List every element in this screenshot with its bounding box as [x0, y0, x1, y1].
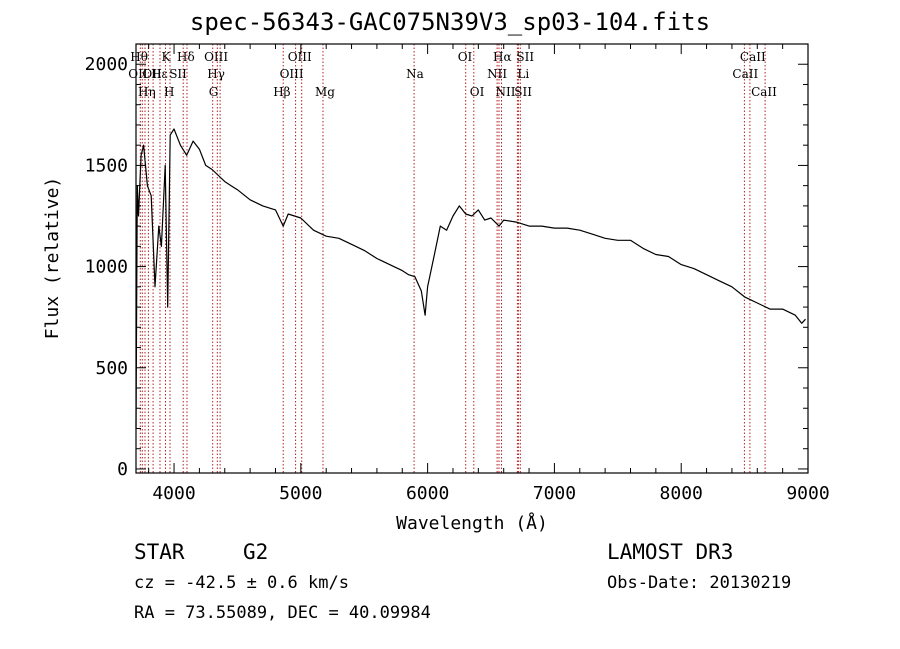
spectrum-series — [135, 128, 806, 429]
line-label-10: G — [209, 85, 219, 99]
line-label-21: Hα — [493, 50, 512, 64]
y-axis-label: Flux (relative) — [42, 177, 63, 340]
line-label-6: K — [162, 50, 172, 64]
line-label-19: OI — [470, 85, 485, 99]
y-tick-label-0: 0 — [117, 459, 128, 480]
line-label-20: NII — [487, 67, 507, 81]
x-tick-label-4: 8000 — [660, 483, 703, 504]
line-label-3: OII — [142, 67, 162, 81]
line-label-7: H — [164, 85, 174, 99]
survey-name: LAMOST DR3 — [607, 540, 734, 564]
line-label-12: OIII — [204, 50, 228, 64]
obs-date: Obs-Date: 20130219 — [607, 573, 792, 593]
x-tick-label-0: 4000 — [152, 483, 195, 504]
line-label-9: Hδ — [177, 50, 195, 64]
x-tick-label-2: 6000 — [406, 483, 449, 504]
plot-axes — [135, 43, 809, 474]
coordinates: RA = 73.55089, DEC = 40.09984 — [134, 603, 431, 623]
spectrum-line-0 — [135, 128, 806, 429]
plot-frame — [135, 43, 809, 474]
line-label-1: Hθ — [130, 50, 148, 64]
x-tick-label-5: 9000 — [786, 483, 829, 504]
spectral-line-markers — [139, 44, 766, 473]
line-label-18: OI — [458, 50, 473, 64]
x-tick-label-1: 5000 — [279, 483, 322, 504]
y-tick-label-3: 1500 — [85, 155, 128, 176]
x-tick-label-3: 7000 — [533, 483, 576, 504]
line-label-4: Hε — [151, 67, 168, 81]
line-label-14: OIII — [280, 67, 304, 81]
axis-ticks: 4000 5000 6000 7000 8000 9000 0 500 1000 1500 2000 — [85, 44, 830, 504]
line-label-24: SII — [516, 50, 534, 64]
line-label-15: OIII — [288, 50, 312, 64]
chart-title: spec-56343-GAC075N39V3_sp03-104.fits — [189, 8, 711, 36]
line-label-27: CaII — [740, 50, 766, 64]
line-label-25: SII — [514, 85, 532, 99]
line-label-22: NII — [496, 85, 516, 99]
object-subclass: G2 — [243, 540, 269, 564]
line-label-11: Hγ — [207, 67, 225, 81]
y-tick-label-4: 2000 — [85, 54, 128, 75]
object-class: STAR — [134, 540, 185, 564]
line-label-0: OII — [128, 67, 148, 81]
y-tick-label-2: 1000 — [85, 257, 128, 278]
x-axis-label: Wavelength (Å) — [396, 512, 548, 534]
line-label-16: Mg — [315, 85, 335, 99]
redshift-readout: cz = -42.5 ± 0.6 km/s — [134, 573, 349, 593]
line-label-28: CaII — [751, 85, 777, 99]
line-label-23: Li — [517, 67, 529, 81]
line-label-26: CaII — [732, 67, 758, 81]
y-tick-label-1: 500 — [95, 358, 128, 379]
line-label-8: SII — [169, 67, 187, 81]
line-label-13: Hβ — [273, 85, 290, 99]
line-label-2: Hη — [138, 85, 156, 99]
line-label-17: Na — [406, 67, 424, 81]
